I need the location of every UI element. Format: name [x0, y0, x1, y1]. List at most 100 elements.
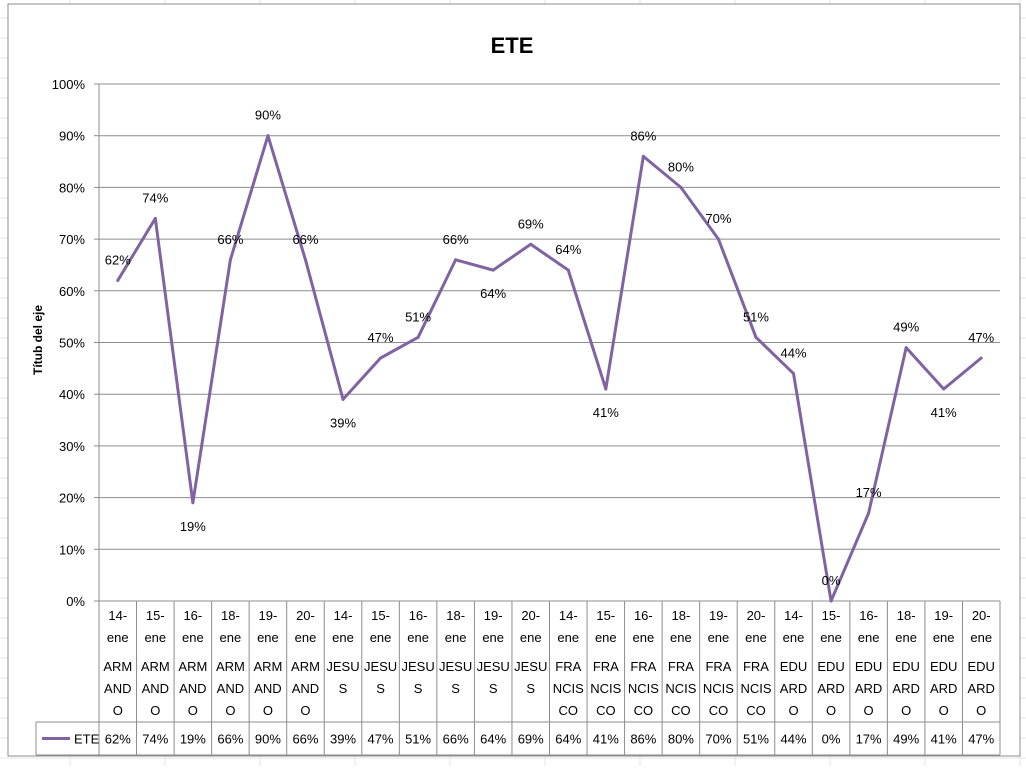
data-label: 86% — [630, 128, 656, 143]
category-label-part: ARM — [216, 659, 245, 674]
category-label-part: AND — [254, 681, 281, 696]
data-point — [679, 185, 683, 189]
category-label-part: 18- — [897, 608, 916, 623]
table-value-cell: 69% — [518, 732, 544, 747]
category-label-part: ARM — [178, 659, 207, 674]
data-label: 41% — [931, 405, 957, 420]
y-tick-label: 40% — [59, 387, 85, 402]
category-label-part: AND — [217, 681, 244, 696]
data-label: 51% — [405, 309, 431, 324]
category-label-part: EDU — [968, 659, 995, 674]
category-label-part: O — [939, 703, 949, 718]
category-label-part: O — [300, 703, 310, 718]
category-label-part: S — [376, 681, 385, 696]
data-label: 66% — [292, 232, 318, 247]
category-label-part: ARD — [930, 681, 957, 696]
category-label-part: JESU — [514, 659, 547, 674]
data-point — [641, 154, 645, 158]
category-label-part: O — [864, 703, 874, 718]
category-label-part: EDU — [855, 659, 882, 674]
data-label: 69% — [518, 216, 544, 231]
category-label-part: EDU — [817, 659, 844, 674]
y-tick-label: 90% — [59, 129, 85, 144]
table-value-cell: 80% — [668, 732, 694, 747]
y-tick-label: 100% — [52, 77, 86, 92]
category-label-part: 20- — [972, 608, 991, 623]
category-label-part: AND — [142, 681, 169, 696]
category-label-part: NCIS — [628, 681, 659, 696]
category-label-part: 20- — [296, 608, 315, 623]
category-label-part: ene — [595, 630, 617, 645]
table-value-cell: 0% — [822, 732, 841, 747]
category-label-part: 16- — [409, 608, 428, 623]
category-label-part: AND — [292, 681, 319, 696]
category-label-part: O — [263, 703, 273, 718]
category-label-part: JESU — [326, 659, 359, 674]
category-label-part: NCIS — [740, 681, 771, 696]
category-label-part: S — [489, 681, 498, 696]
category-label-part: ARM — [291, 659, 320, 674]
category-label-part: 14- — [108, 608, 127, 623]
category-label-part: ARD — [892, 681, 919, 696]
category-label-part: ARM — [141, 659, 170, 674]
table-value-cell: 66% — [443, 732, 469, 747]
y-tick-label: 20% — [59, 491, 85, 506]
category-label-part: ARD — [968, 681, 995, 696]
data-label: 51% — [743, 309, 769, 324]
category-label-part: FRA — [593, 659, 619, 674]
category-label-part: CO — [671, 703, 691, 718]
category-label-part: CO — [559, 703, 579, 718]
data-point — [266, 134, 270, 138]
data-point — [979, 356, 983, 360]
data-point — [792, 372, 796, 376]
y-axis-ticks: 0% 10% 20% 30% 40% 50% 60% 70% 80% 90% 100% — [52, 77, 99, 609]
category-label-part: 20- — [747, 608, 766, 623]
data-table: 14- ene ARM AND O 15- ene ARM AND O 16- ene ARM AND O 1… — [35, 600, 1001, 756]
data-point — [566, 268, 570, 272]
category-label-part: 15- — [371, 608, 390, 623]
category-label-part: ene — [858, 630, 880, 645]
y-tick-label: 0% — [66, 594, 85, 609]
category-label-part: AND — [104, 681, 131, 696]
category-label-part: 19- — [709, 608, 728, 623]
category-label-part: ene — [182, 630, 204, 645]
category-label-part: CO — [746, 703, 766, 718]
category-label-part: NCIS — [590, 681, 621, 696]
category-label-part: ene — [220, 630, 242, 645]
data-point — [829, 599, 833, 603]
category-label-part: JESU — [477, 659, 510, 674]
category-label-part: EDU — [892, 659, 919, 674]
table-value-cell: 90% — [255, 732, 281, 747]
category-label-part: FRA — [668, 659, 694, 674]
category-label-part: AND — [179, 681, 206, 696]
data-label: 49% — [893, 320, 919, 335]
category-label-part: ene — [407, 630, 429, 645]
data-point — [529, 242, 533, 246]
category-label-part: JESU — [401, 659, 434, 674]
data-point — [942, 387, 946, 391]
category-label-part: ene — [332, 630, 354, 645]
data-label: 39% — [330, 415, 356, 430]
category-label-part: FRA — [705, 659, 731, 674]
category-label-part: ene — [670, 630, 692, 645]
table-value-cell: 86% — [630, 732, 656, 747]
y-tick-label: 80% — [59, 180, 85, 195]
category-label-part: 19- — [934, 608, 953, 623]
category-label-part: O — [901, 703, 911, 718]
data-point — [454, 258, 458, 262]
data-label: 64% — [555, 242, 581, 257]
category-label-part: ene — [933, 630, 955, 645]
category-label-part: ene — [633, 630, 655, 645]
category-label-part: 19- — [259, 608, 278, 623]
category-label-part: S — [526, 681, 535, 696]
category-label-part: S — [414, 681, 423, 696]
table-value-cell: 62% — [105, 732, 131, 747]
table-value-cell: 51% — [405, 732, 431, 747]
category-label-part: ene — [970, 630, 992, 645]
category-label-part: NCIS — [665, 681, 696, 696]
category-label-part: ene — [295, 630, 317, 645]
data-label: 62% — [105, 252, 131, 267]
table-value-cell: 47% — [968, 732, 994, 747]
chart-title: ETE — [491, 33, 534, 58]
data-label: 44% — [781, 346, 807, 361]
